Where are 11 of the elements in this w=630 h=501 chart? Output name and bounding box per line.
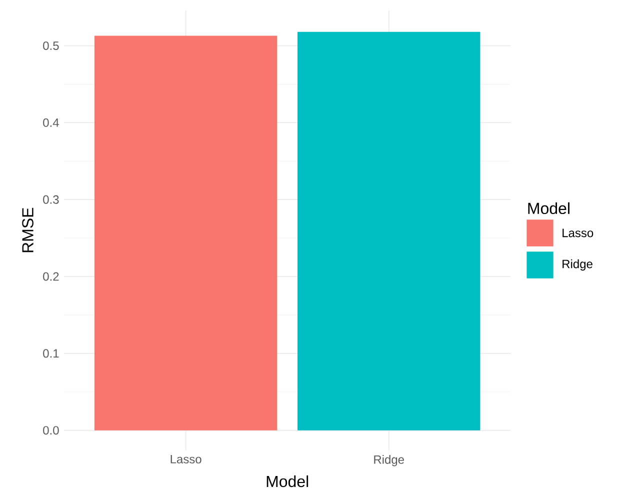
y-tick-label: 0.3 <box>43 195 59 204</box>
legend-label: Ridge <box>562 259 592 271</box>
legend-title: Model <box>528 202 570 214</box>
y-axis-title: RMSE <box>22 208 34 252</box>
y-tick-label: 0.0 <box>43 426 59 435</box>
y-tick-label: 0.5 <box>43 41 59 50</box>
y-tick-label: 0.1 <box>43 349 59 358</box>
legend-label: Lasso <box>562 228 594 238</box>
x-axis-title: Model <box>266 475 308 488</box>
y-tick-label: 0.2 <box>43 272 59 281</box>
y-tick-label: 0.4 <box>43 118 59 127</box>
